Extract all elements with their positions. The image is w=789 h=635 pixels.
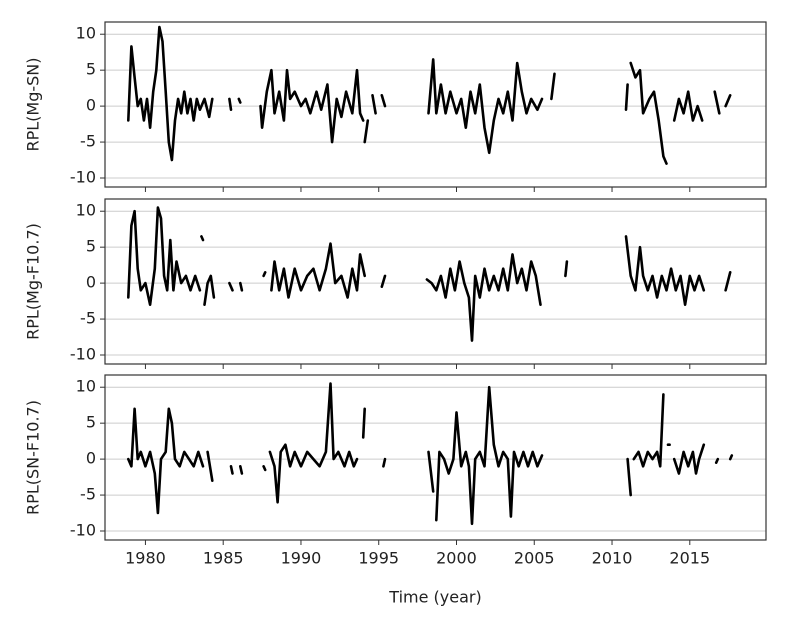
y-tick-label: -10 (70, 521, 96, 540)
y-tick-label: 0 (86, 449, 96, 468)
y-tick-label: -5 (80, 132, 96, 151)
x-axis-label: Time (year) (388, 588, 481, 607)
panel-frame (104, 374, 767, 541)
x-tick-label: 1995 (358, 549, 399, 568)
data-line (127, 25, 732, 165)
y-tick-label: 10 (76, 24, 96, 43)
x-tick-label: 1990 (281, 549, 322, 568)
y-tick-label: -5 (80, 309, 96, 328)
x-tick-label: 2005 (514, 549, 555, 568)
x-tick-label: 1980 (125, 549, 166, 568)
x-tick-label: 2000 (436, 549, 477, 568)
y-tick-label: -5 (80, 485, 96, 504)
y-tick-label: 10 (76, 377, 96, 396)
y-axis-label: RPL(Mg-SN) (24, 57, 43, 151)
y-tick-label: 0 (86, 96, 96, 115)
y-axis-label: RPL(SN-F10.7) (24, 400, 43, 515)
y-tick-label: 5 (86, 60, 96, 79)
y-tick-label: 10 (76, 201, 96, 220)
x-tick-label: 2015 (669, 549, 710, 568)
data-line (127, 206, 732, 342)
y-tick-label: -10 (70, 168, 96, 187)
x-tick-label: 1985 (203, 549, 244, 568)
y-tick-label: 0 (86, 273, 96, 292)
panel-frame (104, 21, 767, 188)
y-tick-label: 5 (86, 237, 96, 256)
y-tick-label: -10 (70, 345, 96, 364)
y-axis-label: RPL(Mg-F10.7) (24, 223, 43, 340)
x-tick-label: 2010 (592, 549, 633, 568)
y-tick-label: 5 (86, 413, 96, 432)
panel-frame (104, 198, 767, 365)
data-line (127, 382, 734, 526)
